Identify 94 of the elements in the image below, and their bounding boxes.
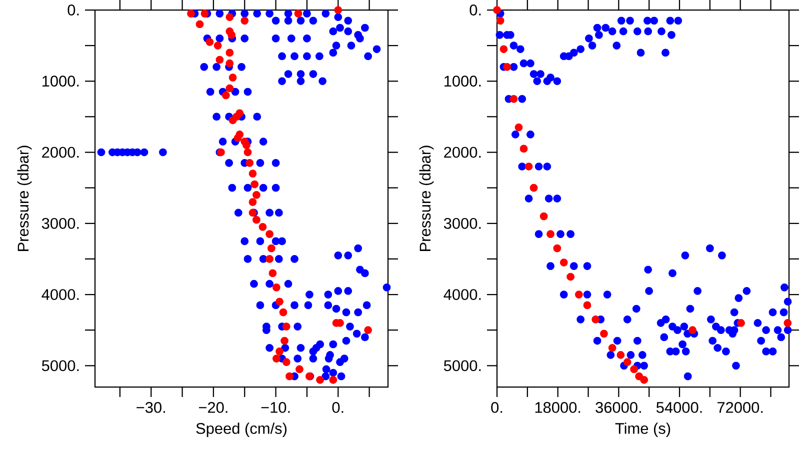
y-axis-title: Pressure (dbar): [17, 146, 32, 251]
point: [530, 184, 538, 192]
point: [737, 319, 745, 327]
y-tick-label: 5000.: [42, 360, 79, 372]
point: [493, 6, 501, 14]
point: [316, 376, 324, 384]
point: [196, 20, 204, 28]
point: [294, 10, 302, 18]
point: [222, 91, 230, 100]
point: [364, 326, 372, 334]
point: [240, 16, 249, 25]
y-tick-label: 2000.: [42, 146, 79, 158]
x-axis-title: Time (s): [615, 422, 670, 437]
point: [279, 308, 288, 316]
point: [187, 10, 195, 18]
y-tick-label: 1000.: [42, 76, 79, 87]
point: [560, 258, 568, 266]
point: [228, 30, 236, 39]
point: [252, 216, 260, 224]
y-tick-label: 3000.: [42, 218, 79, 229]
point: [226, 84, 234, 92]
point: [246, 159, 254, 167]
y-tick-label: 0.: [470, 4, 481, 16]
point: [286, 372, 294, 380]
point: [296, 365, 304, 374]
point: [566, 272, 574, 281]
point: [282, 358, 290, 366]
point: [252, 191, 260, 199]
point: [234, 134, 242, 142]
point: [226, 13, 234, 22]
point: [600, 330, 608, 338]
point: [248, 198, 257, 206]
point: [276, 348, 284, 356]
y-tick-label: 4000.: [42, 289, 79, 300]
point: [267, 244, 276, 252]
point: [510, 94, 518, 103]
point: [574, 290, 583, 298]
point: [276, 298, 284, 306]
x-tick-label: 0.: [491, 402, 502, 413]
point: [228, 116, 237, 124]
point: [524, 162, 533, 170]
y-tick-label: 0.: [68, 4, 79, 16]
point: [266, 255, 274, 263]
point: [553, 244, 562, 252]
point: [329, 376, 338, 384]
point: [248, 170, 257, 178]
point: [640, 376, 648, 384]
point: [608, 344, 616, 352]
point: [228, 74, 237, 82]
y-axis-title: Pressure (dbar): [419, 146, 434, 251]
point: [200, 10, 209, 18]
point: [688, 326, 696, 334]
point: [334, 6, 342, 14]
point: [272, 283, 280, 292]
y-tick-label: 4000.: [444, 289, 481, 300]
x-tick-label: −10.: [261, 402, 290, 413]
point: [503, 62, 511, 71]
point: [258, 223, 267, 231]
point: [546, 230, 554, 238]
point: [266, 230, 274, 238]
x-axis-title: Speed (cm/s): [196, 422, 286, 437]
x-tick-label: −20.: [198, 402, 228, 413]
x-tick-label: 72000.: [717, 402, 763, 413]
point: [520, 144, 528, 153]
point: [282, 322, 290, 330]
x-tick-label: 18000.: [535, 402, 580, 413]
point: [226, 59, 234, 68]
x-tick-label: −30.: [136, 402, 165, 413]
point: [214, 42, 222, 50]
x-tick-label: 36000.: [596, 402, 641, 413]
point: [272, 354, 280, 362]
point: [244, 148, 252, 156]
x-tick-label: 0.: [332, 402, 344, 413]
point: [280, 336, 288, 345]
point: [630, 365, 638, 374]
point: [583, 301, 592, 310]
y-tick-label: 1000.: [444, 76, 481, 87]
point: [623, 358, 632, 366]
point: [514, 123, 523, 132]
point: [496, 16, 504, 25]
y-tick-label: 5000.: [444, 360, 481, 372]
point: [616, 351, 625, 359]
point: [592, 316, 600, 324]
point: [226, 48, 234, 57]
point: [268, 269, 277, 278]
point: [540, 212, 548, 220]
y-tick-label: 3000.: [444, 218, 481, 229]
point: [206, 38, 214, 46]
y-tick-label: 2000.: [444, 146, 481, 158]
point: [250, 180, 259, 188]
point: [500, 45, 508, 54]
x-tick-label: 54000.: [656, 402, 702, 413]
point: [242, 141, 250, 150]
point: [216, 56, 224, 64]
